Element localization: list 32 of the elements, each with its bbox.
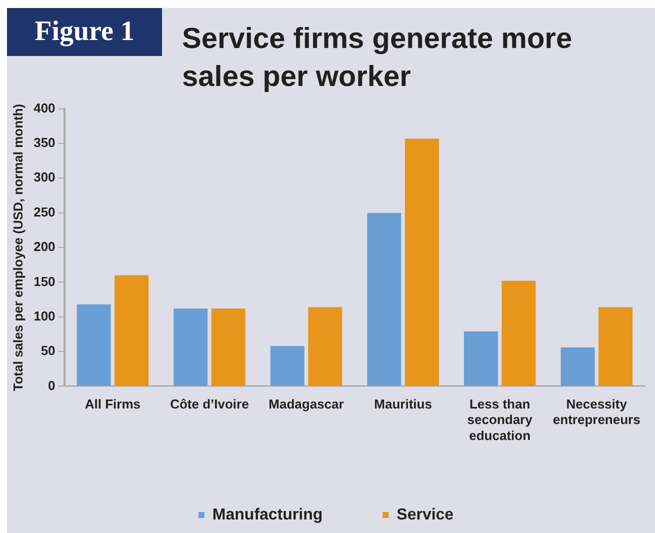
x-tick-label: Côte d’Ivoire xyxy=(170,396,249,412)
x-tick-label: Mauritius xyxy=(374,396,432,412)
caption: Figure 1 xyxy=(7,8,162,56)
bar xyxy=(308,307,342,386)
y-axis-title: Total sales per employee (USD, normal month) xyxy=(10,104,26,392)
y-tick-label: 300 xyxy=(34,170,56,185)
bar xyxy=(76,304,111,386)
chart-title: Service firms generate more sales per worker xyxy=(182,22,574,95)
bar xyxy=(464,331,498,386)
y-tick-label: 200 xyxy=(34,239,56,254)
bar xyxy=(404,138,439,386)
bar xyxy=(367,212,402,386)
bar xyxy=(270,346,304,386)
bar xyxy=(211,308,246,386)
y-tick-label: 0 xyxy=(48,378,56,393)
bar xyxy=(174,308,208,386)
y-tick-label: 50 xyxy=(40,343,56,358)
y-tick-label: 100 xyxy=(34,308,56,324)
y-tick-label: 150 xyxy=(34,274,56,289)
bar xyxy=(598,307,632,386)
x-tick-label: All Firms xyxy=(84,396,140,412)
legend-label: Service xyxy=(396,506,454,524)
x-tick-label: Necessity entrepreneurs xyxy=(552,396,640,428)
y-tick-label: 400 xyxy=(34,100,56,116)
bar xyxy=(560,347,595,386)
y-tick-label: 350 xyxy=(34,135,56,150)
bar xyxy=(114,275,149,386)
x-tick-label: Madagascar xyxy=(268,396,344,412)
legend-label: Manufacturing xyxy=(212,506,323,524)
bar xyxy=(502,280,536,386)
y-tick-label: 250 xyxy=(34,204,56,220)
x-tick-label: Less than secondary education xyxy=(467,396,534,443)
